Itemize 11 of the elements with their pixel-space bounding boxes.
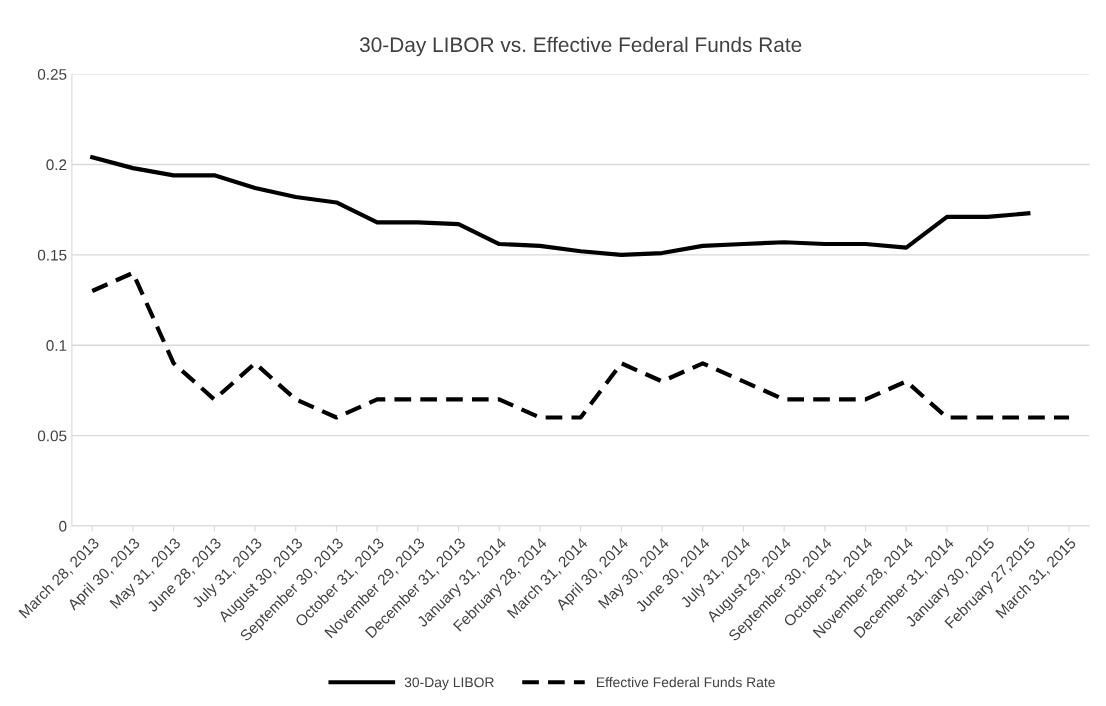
y-tick-label: 0.15 [37,249,67,261]
y-tick-label: 0.05 [37,430,67,442]
y-tick-label: 0.25 [37,69,67,80]
line-series [90,270,1072,420]
y-tick-label: 0 [59,520,67,532]
chart-title: 30-Day LIBOR vs. Effective Federal Funds Rate [359,36,802,57]
y-tick-label: 0.1 [46,340,67,351]
y-tick-label: 0.2 [46,159,67,171]
line-series [90,155,1031,257]
legend-label: Effective Federal Funds Rate [596,677,775,688]
legend-label: 30-Day LIBOR [404,677,494,690]
